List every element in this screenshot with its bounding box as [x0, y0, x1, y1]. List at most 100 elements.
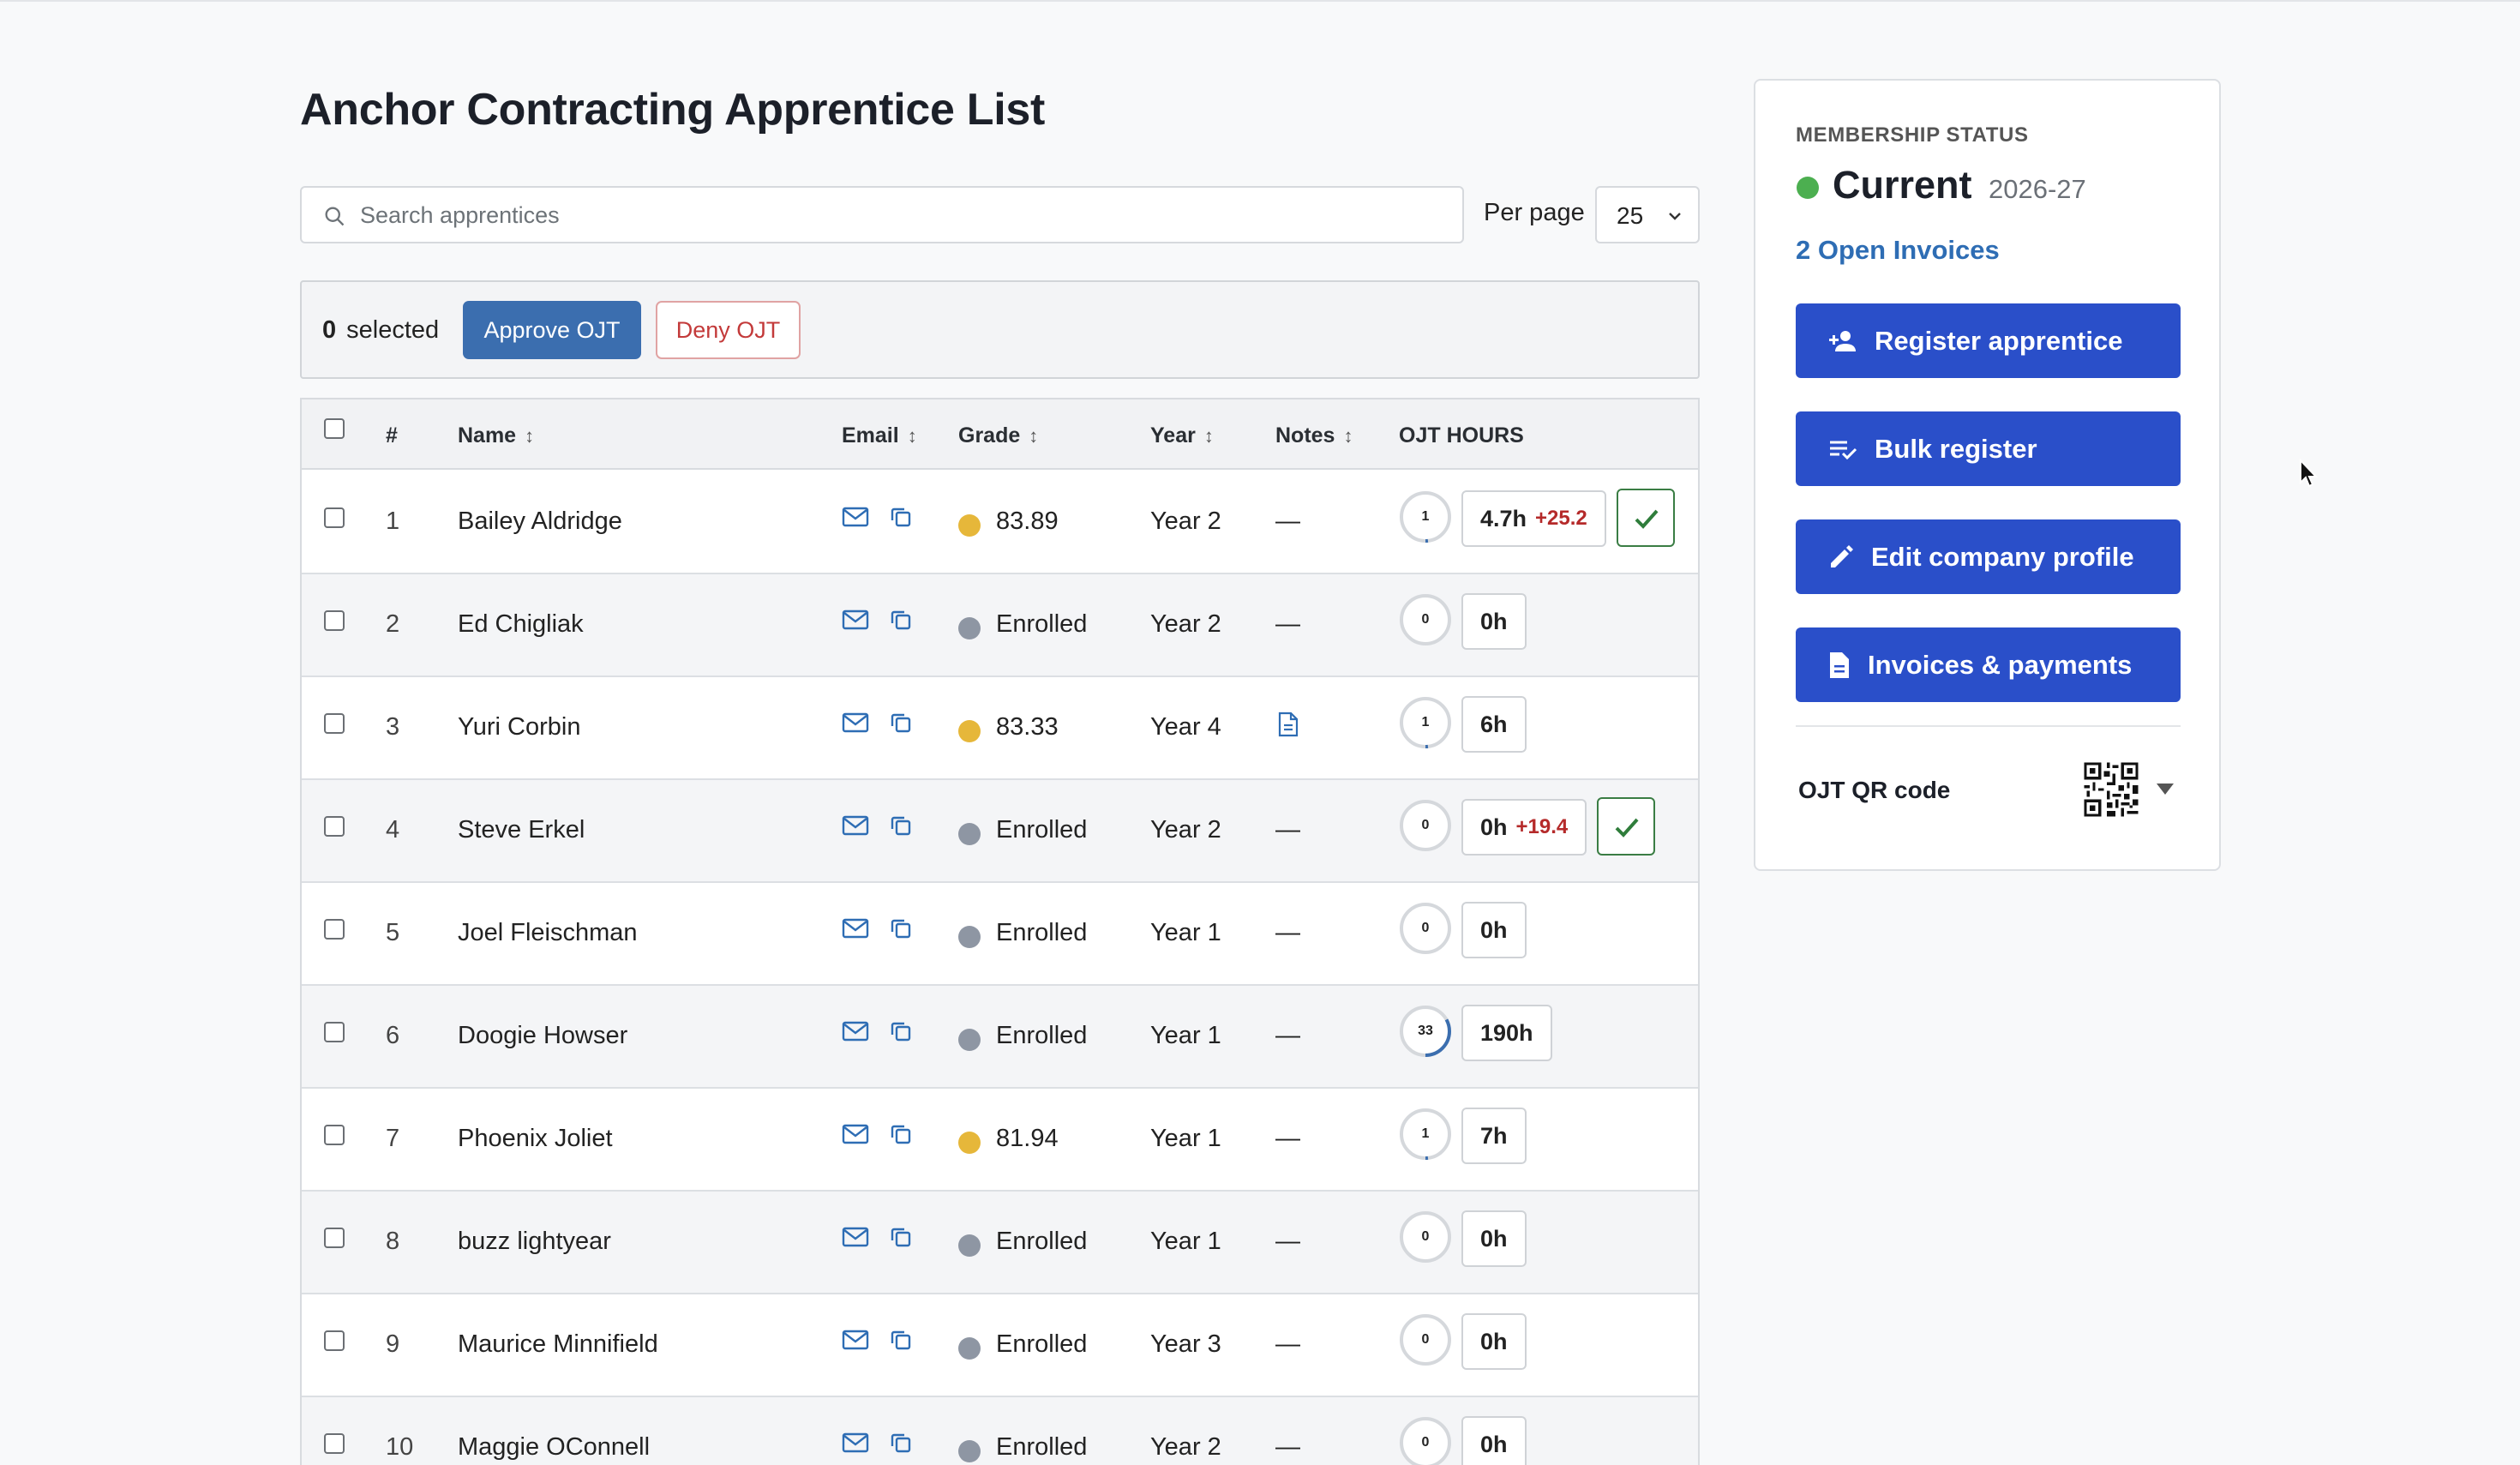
email-icon[interactable]: [842, 711, 869, 734]
ojt-hours-value: 6h: [1480, 711, 1508, 737]
ojt-hours-badge[interactable]: 7h: [1461, 1108, 1527, 1164]
row-checkbox[interactable]: [324, 1125, 345, 1145]
email-icon[interactable]: [842, 1432, 869, 1454]
row-checkbox[interactable]: [324, 1330, 345, 1351]
column-header-grade[interactable]: Grade ↕: [958, 423, 1039, 447]
ojt-progress-ring: [1400, 1006, 1451, 1057]
edit-company-profile-button[interactable]: Edit company profile: [1796, 519, 2181, 594]
apprentice-name: Maggie OConnell: [458, 1433, 651, 1461]
column-header-year[interactable]: Year ↕: [1150, 423, 1214, 447]
column-header-email[interactable]: Email ↕: [842, 423, 917, 447]
grade-value: 81.94: [996, 1125, 1059, 1152]
ojt-hours-badge[interactable]: 190h: [1461, 1005, 1552, 1061]
email-icon[interactable]: [842, 1329, 869, 1351]
note-document-icon[interactable]: [1277, 711, 1299, 737]
row-checkbox[interactable]: [324, 919, 345, 940]
email-icon[interactable]: [842, 814, 869, 837]
grade-value: Enrolled: [996, 919, 1088, 946]
year-value: Year 2: [1150, 1433, 1221, 1461]
grade-status-dot: [958, 720, 981, 742]
ojt-hours-value: 0h: [1480, 608, 1508, 634]
copy-icon[interactable]: [890, 1432, 912, 1454]
row-number: 9: [386, 1330, 400, 1358]
grade-value: Enrolled: [996, 1022, 1088, 1049]
row-checkbox[interactable]: [324, 1433, 345, 1454]
email-icon[interactable]: [842, 917, 869, 940]
ojt-hours-badge[interactable]: 0h: [1461, 1416, 1527, 1465]
ojt-progress-ring: [1400, 697, 1451, 748]
year-value: Year 4: [1150, 713, 1221, 741]
grade-status-dot: [958, 1132, 981, 1154]
column-header-notes[interactable]: Notes ↕: [1275, 423, 1353, 447]
copy-icon[interactable]: [890, 1226, 912, 1248]
row-checkbox[interactable]: [324, 816, 345, 837]
table-row: 9 Maurice Minnifield Enrolled Year 3 — 0 0h: [302, 1294, 1698, 1397]
ojt-progress-value: 0: [1421, 1435, 1430, 1450]
copy-icon[interactable]: [890, 1329, 912, 1351]
grade-value: Enrolled: [996, 1433, 1088, 1461]
approve-ojt-button[interactable]: Approve OJT: [463, 301, 641, 359]
copy-icon[interactable]: [890, 609, 912, 631]
apprentice-name: Phoenix Joliet: [458, 1125, 613, 1152]
copy-icon[interactable]: [890, 506, 912, 528]
email-icon[interactable]: [842, 609, 869, 631]
approve-check-button[interactable]: [1597, 797, 1655, 856]
apprentice-name: Yuri Corbin: [458, 713, 581, 741]
document-icon: [1830, 651, 1849, 678]
caret-down-icon[interactable]: [2157, 784, 2174, 796]
table-row: 5 Joel Fleischman Enrolled Year 1 — 0 0h: [302, 883, 1698, 986]
deny-ojt-button[interactable]: Deny OJT: [656, 301, 801, 359]
notes-value: —: [1275, 610, 1300, 638]
year-value: Year 1: [1150, 1125, 1221, 1152]
chevron-down-icon: [1669, 213, 1681, 220]
email-icon[interactable]: [842, 506, 869, 528]
ojt-progress-ring: [1400, 1211, 1451, 1263]
email-icon[interactable]: [842, 1123, 869, 1145]
ojt-qr-label: OJT QR code: [1798, 777, 1951, 803]
ojt-hours-badge[interactable]: 0h: [1461, 1210, 1527, 1267]
row-checkbox[interactable]: [324, 1228, 345, 1248]
row-number: 5: [386, 919, 400, 946]
email-icon[interactable]: [842, 1226, 869, 1248]
row-checkbox[interactable]: [324, 610, 345, 631]
table-row: 1 Bailey Aldridge 83.89 Year 2 — 1 4.7h +25.2: [302, 471, 1698, 574]
sort-icon: ↕: [1029, 425, 1039, 447]
per-page-select[interactable]: 25: [1595, 186, 1700, 243]
open-invoices-link[interactable]: 2 Open Invoices: [1796, 235, 2000, 265]
column-header-name[interactable]: Name ↕: [458, 423, 535, 447]
select-all-checkbox[interactable]: [324, 418, 345, 439]
copy-icon[interactable]: [890, 917, 912, 940]
ojt-hours-badge[interactable]: 4.7h +25.2: [1461, 490, 1606, 547]
row-checkbox[interactable]: [324, 713, 345, 734]
status-indicator-dot: [1797, 177, 1819, 199]
ojt-progress-value: 0: [1421, 612, 1430, 627]
copy-icon[interactable]: [890, 711, 912, 734]
search-icon: [325, 207, 345, 226]
email-icon[interactable]: [842, 1020, 869, 1042]
bulk-register-button[interactable]: Bulk register: [1796, 411, 2181, 486]
grade-value: Enrolled: [996, 610, 1088, 638]
copy-icon[interactable]: [890, 1123, 912, 1145]
qr-code-icon[interactable]: [2081, 760, 2141, 820]
ojt-hours-value: 190h: [1480, 1019, 1533, 1046]
copy-icon[interactable]: [890, 1020, 912, 1042]
mouse-cursor-icon: [2300, 459, 2319, 488]
register-apprentice-button[interactable]: Register apprentice: [1796, 303, 2181, 378]
ojt-hours-badge[interactable]: 0h: [1461, 593, 1527, 650]
copy-icon[interactable]: [890, 814, 912, 837]
ojt-hours-badge[interactable]: 0h +19.4: [1461, 799, 1587, 856]
ojt-hours-badge[interactable]: 0h: [1461, 902, 1527, 958]
ojt-hours-badge[interactable]: 6h: [1461, 696, 1527, 753]
year-value: Year 1: [1150, 1228, 1221, 1255]
ojt-progress-value: 33: [1418, 1024, 1433, 1038]
search-box[interactable]: [300, 186, 1464, 243]
approve-check-button[interactable]: [1617, 489, 1675, 547]
row-checkbox[interactable]: [324, 507, 345, 528]
ojt-progress-value: 1: [1421, 1126, 1430, 1141]
ojt-hours-badge[interactable]: 0h: [1461, 1313, 1527, 1370]
invoices-payments-button[interactable]: Invoices & payments: [1796, 627, 2181, 702]
search-input[interactable]: [360, 195, 1449, 236]
ojt-progress-ring: [1400, 1314, 1451, 1366]
row-checkbox[interactable]: [324, 1022, 345, 1042]
table-row: 8 buzz lightyear Enrolled Year 1 — 0 0h: [302, 1192, 1698, 1294]
